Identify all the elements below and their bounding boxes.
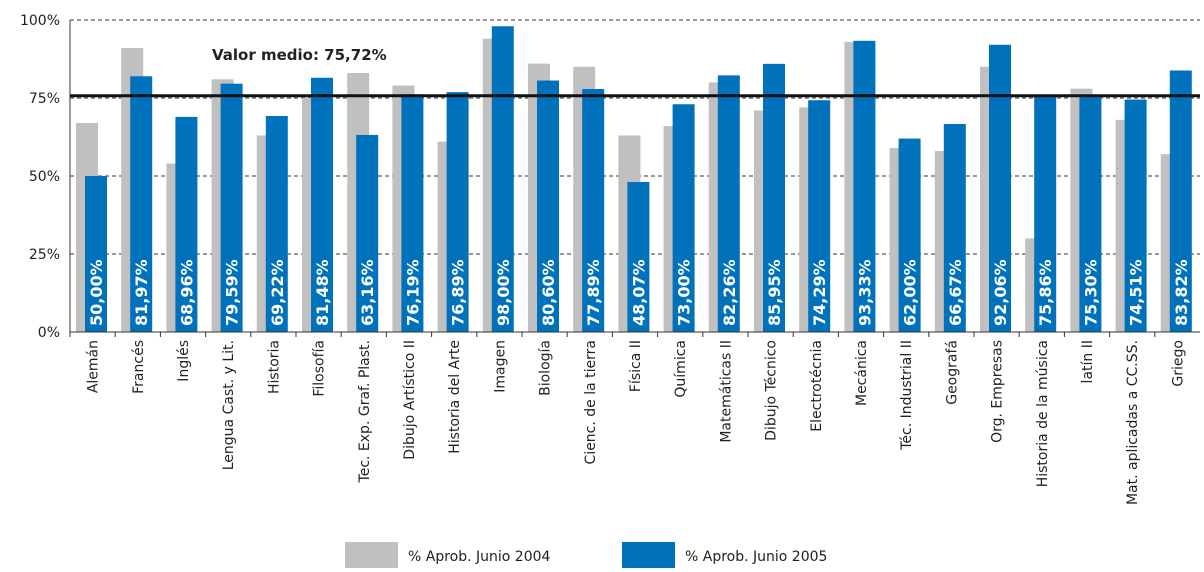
x-tick-label: Mat. aplicadas a CC.SS. (1125, 340, 1141, 505)
bar (582, 88, 605, 332)
bar (763, 63, 785, 332)
value-label: 81,97% (132, 259, 151, 326)
value-label: 69,22% (268, 259, 287, 326)
bar (85, 176, 107, 332)
value-label: 82,26% (720, 259, 739, 326)
value-label: 92,06% (991, 259, 1010, 326)
x-tick-label: Imagen (492, 340, 508, 393)
x-tick-label: Francés (131, 340, 147, 394)
bar (175, 116, 198, 332)
value-label: 83,82% (1172, 259, 1191, 326)
x-tick-label: Alemán (86, 340, 102, 393)
bar (1169, 70, 1192, 332)
bar (627, 182, 650, 332)
bar (1124, 99, 1147, 332)
bar (989, 44, 1011, 333)
bar (311, 77, 333, 332)
bar (265, 116, 288, 332)
x-tick-label: Electrotécnia (809, 340, 825, 432)
value-label: 75,30% (1081, 259, 1100, 326)
bar (130, 76, 153, 332)
legend-label: % Aprob. Junio 2005 (685, 549, 827, 565)
x-tick-label: Geografá (944, 340, 960, 405)
value-label: 73,00% (675, 259, 694, 326)
bar (491, 26, 514, 333)
x-tick-label: Inglés (176, 340, 192, 382)
x-tick-label: Historia del Arte (447, 340, 463, 454)
bar (943, 123, 966, 333)
value-label: 76,19% (403, 259, 422, 326)
bar (853, 40, 876, 333)
x-tick-label: Griego (1170, 340, 1186, 387)
bar (717, 75, 740, 332)
y-tick-label: 75% (29, 91, 60, 107)
x-tick-label: Dibujo Artístico II (402, 340, 418, 460)
value-label: 81,48% (313, 259, 332, 326)
value-label: 93,33% (855, 259, 874, 326)
value-label: 85,95% (765, 259, 784, 326)
y-tick-label: 0% (38, 325, 60, 341)
x-tick-label: Química (673, 340, 689, 398)
value-label: 74,51% (1127, 259, 1146, 326)
value-label: 80,60% (539, 259, 558, 326)
bar (446, 92, 469, 332)
bar (537, 80, 559, 332)
bar (898, 138, 921, 332)
legend-swatch (622, 542, 675, 568)
value-label: 74,29% (810, 259, 829, 326)
x-tick-label: Tec. Exp. Graf. Plast. (357, 340, 373, 483)
value-label: 79,59% (223, 259, 242, 326)
bar (220, 83, 243, 332)
bar (808, 100, 831, 332)
x-tick-label: Org. Empresas (990, 340, 1006, 443)
bar (1079, 97, 1102, 333)
value-label: 50,00% (87, 259, 106, 326)
x-tick-label: Biología (538, 340, 554, 396)
bar (356, 134, 379, 332)
value-label: 63,16% (358, 259, 377, 326)
x-tick-label: latín II (1080, 340, 1096, 383)
x-tick-label: Filosofía (312, 340, 328, 397)
annotation: Valor medio: 75,72% (212, 46, 387, 64)
y-tick-label: 25% (29, 247, 60, 263)
value-label: 48,07% (629, 259, 648, 326)
legend-label: % Aprob. Junio 2004 (408, 549, 551, 565)
value-label: 76,89% (449, 259, 468, 326)
bar (1034, 95, 1057, 332)
x-tick-label: Mecánica (854, 340, 870, 406)
value-label: 77,89% (584, 259, 603, 326)
x-tick-label: Cienc. de la tierra (583, 340, 599, 464)
x-tick-label: Historia de la música (1035, 340, 1051, 487)
value-label: 62,00% (901, 259, 920, 326)
value-label: 68,96% (177, 259, 196, 326)
x-tick-label: Lengua Cast. y Lit. (221, 340, 237, 470)
x-tick-label: Téc. Industrial II (899, 340, 915, 451)
y-tick-label: 50% (29, 169, 60, 185)
bar (401, 94, 424, 332)
bar (672, 104, 695, 333)
value-label: 66,67% (946, 259, 965, 326)
value-label: 75,86% (1036, 259, 1055, 326)
x-tick-label: Física II (628, 340, 644, 392)
legend-swatch (345, 542, 398, 568)
y-tick-label: 100% (20, 13, 60, 29)
x-tick-label: Dibujo Técnico (764, 340, 780, 441)
x-tick-label: Matemáticas II (718, 340, 734, 443)
value-label: 98,00% (494, 259, 513, 326)
x-tick-label: Historia (266, 340, 282, 394)
